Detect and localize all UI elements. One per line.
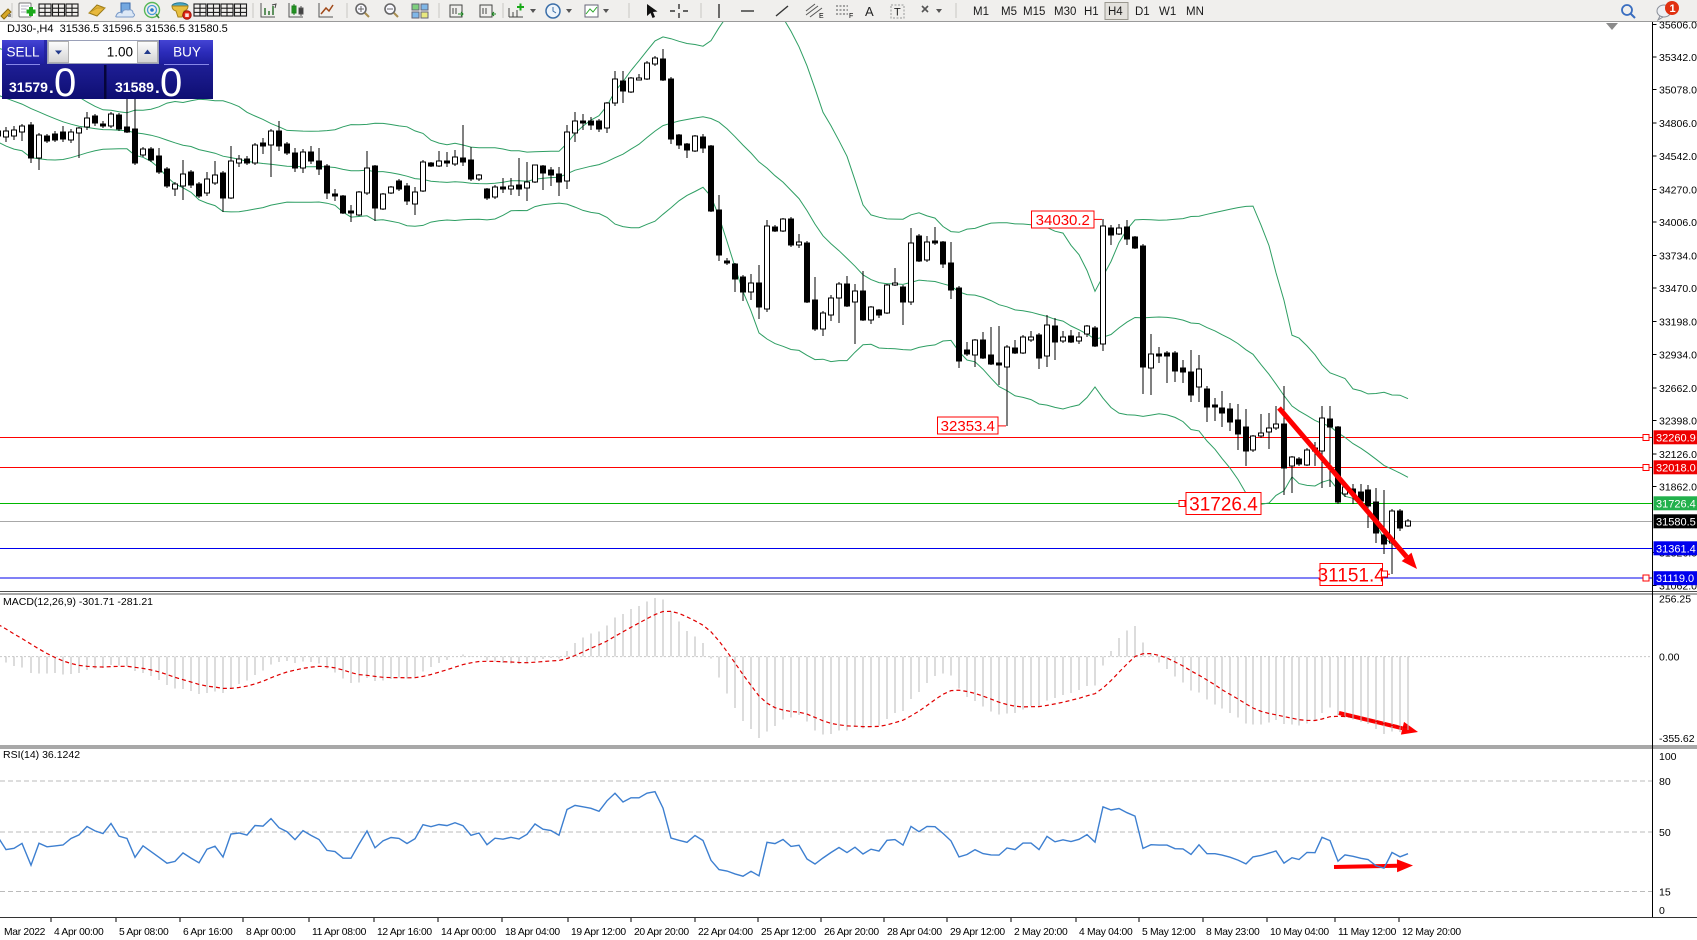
svg-text:31361.4: 31361.4: [1656, 543, 1696, 555]
svg-text:-355.62: -355.62: [1659, 733, 1695, 745]
svg-text:32260.9: 32260.9: [1656, 432, 1696, 444]
svg-text:33470.0: 33470.0: [1659, 283, 1697, 295]
svg-text:31726.4: 31726.4: [1656, 498, 1696, 510]
svg-text:RSI(14) 36.1242: RSI(14) 36.1242: [3, 749, 80, 761]
svg-text:20 Apr 20:00: 20 Apr 20:00: [634, 927, 689, 938]
svg-text:0: 0: [54, 61, 76, 105]
svg-text:15: 15: [1659, 887, 1671, 899]
svg-text:A: A: [865, 4, 874, 19]
svg-text:2 May 20:00: 2 May 20:00: [1014, 927, 1068, 938]
svg-text:31580.5: 31580.5: [1656, 516, 1696, 528]
svg-text:M5: M5: [1001, 6, 1017, 18]
svg-text:12 May 20:00: 12 May 20:00: [1402, 927, 1461, 938]
svg-text:0: 0: [160, 61, 182, 105]
svg-text:32398.0: 32398.0: [1659, 415, 1697, 427]
svg-text:W1: W1: [1159, 6, 1176, 18]
svg-text:8 May 23:00: 8 May 23:00: [1206, 927, 1260, 938]
svg-text:MACD(12,26,9) -301.71 -281.21: MACD(12,26,9) -301.71 -281.21: [3, 596, 153, 608]
svg-text:D1: D1: [1135, 6, 1150, 18]
svg-text:DJ30-,H4 31536.5 31596.5 3153: DJ30-,H4 31536.5 31596.5 31536.5 31580.5: [7, 23, 228, 35]
svg-text:18 Apr 04:00: 18 Apr 04:00: [505, 927, 560, 938]
svg-text:10 May 04:00: 10 May 04:00: [1270, 927, 1329, 938]
svg-text:5 Apr 08:00: 5 Apr 08:00: [119, 927, 169, 938]
svg-text:28 Apr 04:00: 28 Apr 04:00: [887, 927, 942, 938]
svg-text:35342.0: 35342.0: [1659, 52, 1697, 64]
svg-text:M1: M1: [973, 6, 989, 18]
svg-text:256.25: 256.25: [1659, 594, 1691, 606]
svg-text:.: .: [155, 78, 160, 97]
svg-text:T: T: [894, 7, 901, 19]
svg-text:H4: H4: [1108, 6, 1123, 18]
svg-text:34030.2: 34030.2: [1036, 212, 1090, 229]
svg-text:25 Apr 12:00: 25 Apr 12:00: [761, 927, 816, 938]
svg-text:35606.0: 35606.0: [1659, 20, 1697, 32]
svg-text:29 Apr 12:00: 29 Apr 12:00: [950, 927, 1005, 938]
svg-text:50: 50: [1659, 827, 1671, 839]
svg-text:32018.0: 32018.0: [1656, 462, 1696, 474]
svg-text:31589: 31589: [115, 79, 154, 95]
svg-text:M15: M15: [1023, 6, 1045, 18]
svg-text:11 Apr 08:00: 11 Apr 08:00: [312, 927, 367, 938]
svg-text:22 Apr 04:00: 22 Apr 04:00: [698, 927, 753, 938]
svg-text:H1: H1: [1084, 6, 1099, 18]
svg-text:34006.0: 34006.0: [1659, 217, 1697, 229]
svg-text:100: 100: [1659, 751, 1677, 763]
svg-text:6 Apr 16:00: 6 Apr 16:00: [183, 927, 233, 938]
svg-text:33198.0: 33198.0: [1659, 317, 1697, 329]
svg-text:34542.0: 34542.0: [1659, 151, 1697, 163]
svg-text:F: F: [849, 13, 853, 20]
svg-text:11 May 12:00: 11 May 12:00: [1338, 927, 1397, 938]
svg-text:32662.0: 32662.0: [1659, 383, 1697, 395]
svg-text:5 May 12:00: 5 May 12:00: [1142, 927, 1196, 938]
svg-text:SELL: SELL: [6, 45, 40, 60]
svg-text:80: 80: [1659, 776, 1671, 788]
svg-text:31726.4: 31726.4: [1189, 494, 1258, 515]
svg-text:1.00: 1.00: [107, 45, 133, 60]
svg-text:1: 1: [1670, 3, 1676, 15]
svg-text:33734.0: 33734.0: [1659, 251, 1697, 263]
svg-text:4 Apr 00:00: 4 Apr 00:00: [54, 927, 104, 938]
svg-text:32934.0: 32934.0: [1659, 349, 1697, 361]
svg-text:32353.4: 32353.4: [941, 418, 995, 435]
svg-text:BUY: BUY: [173, 45, 201, 60]
svg-text:0: 0: [1659, 905, 1665, 917]
svg-text:34270.0: 34270.0: [1659, 184, 1697, 196]
svg-text:31579: 31579: [9, 79, 48, 95]
svg-text:Mar 2022: Mar 2022: [4, 927, 46, 938]
svg-text:14 Apr 00:00: 14 Apr 00:00: [441, 927, 496, 938]
svg-text:31151.4: 31151.4: [1318, 565, 1386, 586]
svg-text:26 Apr 20:00: 26 Apr 20:00: [824, 927, 879, 938]
svg-text:32126.0: 32126.0: [1659, 449, 1697, 461]
svg-text:M30: M30: [1054, 6, 1076, 18]
svg-text:35078.0: 35078.0: [1659, 85, 1697, 97]
svg-text:31862.0: 31862.0: [1659, 482, 1697, 494]
svg-text:.: .: [49, 78, 54, 97]
svg-text:31119.0: 31119.0: [1656, 573, 1694, 585]
svg-text:34806.0: 34806.0: [1659, 118, 1697, 130]
svg-text:E: E: [819, 13, 824, 20]
svg-text:8 Apr 00:00: 8 Apr 00:00: [246, 927, 296, 938]
svg-text:0.00: 0.00: [1659, 652, 1680, 664]
svg-text:12 Apr 16:00: 12 Apr 16:00: [377, 927, 432, 938]
svg-text:19 Apr 12:00: 19 Apr 12:00: [571, 927, 626, 938]
svg-text:4 May 04:00: 4 May 04:00: [1079, 927, 1133, 938]
svg-text:MN: MN: [1186, 6, 1204, 18]
